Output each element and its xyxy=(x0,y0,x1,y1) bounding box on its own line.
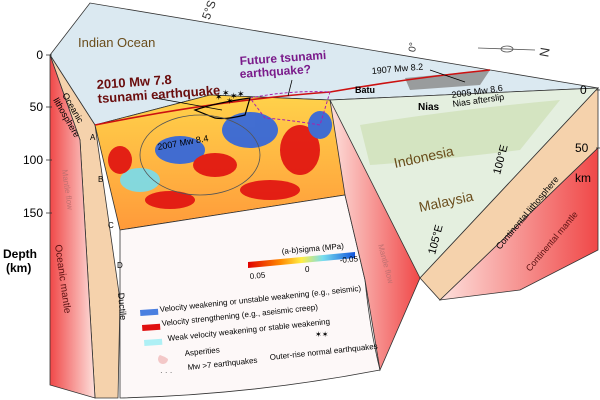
svg-text:✶: ✶ xyxy=(215,92,223,102)
outer-rise-earthquakes: ✶ ✶ ✶✶✶ xyxy=(215,88,245,106)
legend-swatch-weakening xyxy=(139,308,159,316)
right-tick-50: 50 xyxy=(575,141,589,155)
marker-c: C xyxy=(108,221,114,230)
label-eq1907: 1907 Mw 8.2 xyxy=(371,62,423,76)
marker-d: D xyxy=(117,261,123,270)
label-ductile: Ductile xyxy=(116,292,128,320)
legend-swatch-strengthening xyxy=(142,323,161,331)
eq1907-2005-arrow xyxy=(429,69,466,83)
svg-text:✶: ✶ xyxy=(237,89,245,99)
rupture-2010-outline xyxy=(193,97,251,120)
label-indian-ocean: Indian Ocean xyxy=(78,35,155,50)
marker-a: A xyxy=(90,133,96,142)
depth-title-2: (km) xyxy=(6,261,31,275)
label-nias: Nias xyxy=(418,102,440,113)
marker-b: B xyxy=(98,175,103,184)
depth-tick-100: 100 xyxy=(23,153,43,167)
colorbar-max: -0.05 xyxy=(339,254,358,265)
trench-line xyxy=(94,69,491,126)
right-axis-unit: km xyxy=(575,171,591,185)
legend-asperity-icon xyxy=(158,355,168,364)
right-tick-0: 0 xyxy=(580,83,587,97)
label-5s: 5°S xyxy=(199,0,219,21)
label-north: N xyxy=(536,46,552,58)
legend-earthquake-dots: · · · xyxy=(160,368,172,377)
depth-tick-50: 50 xyxy=(30,100,44,114)
continental-mantle-wedge xyxy=(329,99,421,372)
north-arrow-icon xyxy=(477,45,536,53)
svg-text:✶: ✶ xyxy=(226,96,234,106)
slab-lower-surface xyxy=(119,194,381,399)
label-future-1: Future tsunami xyxy=(239,48,326,68)
eq2010-arrow xyxy=(154,97,223,111)
legend-swatch-weak xyxy=(144,338,163,346)
colorbar-min: 0.05 xyxy=(249,271,266,281)
legend-outer-rise-icon: ✶✶ xyxy=(315,330,328,339)
legend-swatches: · · · ✶✶ xyxy=(139,308,328,377)
colorbar-mid: 0 xyxy=(305,265,310,274)
label-batu: Batu xyxy=(355,85,375,95)
label-future-2: earthquake? xyxy=(239,62,311,81)
continental-mantle-face xyxy=(438,147,599,301)
afterslip-area xyxy=(405,70,490,90)
svg-text:✶: ✶ xyxy=(230,91,238,101)
rupture-2007-outline xyxy=(139,114,261,196)
depth-ticks xyxy=(46,54,600,214)
future-arrow xyxy=(287,79,293,97)
forest-texture xyxy=(360,100,560,165)
colorbar xyxy=(248,252,355,268)
oceanic-mantle-face xyxy=(49,54,96,399)
depth-tick-150: 150 xyxy=(23,206,43,220)
depth-title-1: Depth xyxy=(3,247,37,261)
label-equator: 0° xyxy=(407,42,419,53)
svg-text:✶: ✶ xyxy=(222,88,230,98)
label-eq2010-1: 2010 Mw 7.8 xyxy=(96,72,172,92)
depth-tick-0: 0 xyxy=(36,48,43,62)
friction-patches xyxy=(108,111,332,209)
future-rupture-outline xyxy=(249,91,331,126)
legend-label-3: Asperities xyxy=(184,345,220,358)
